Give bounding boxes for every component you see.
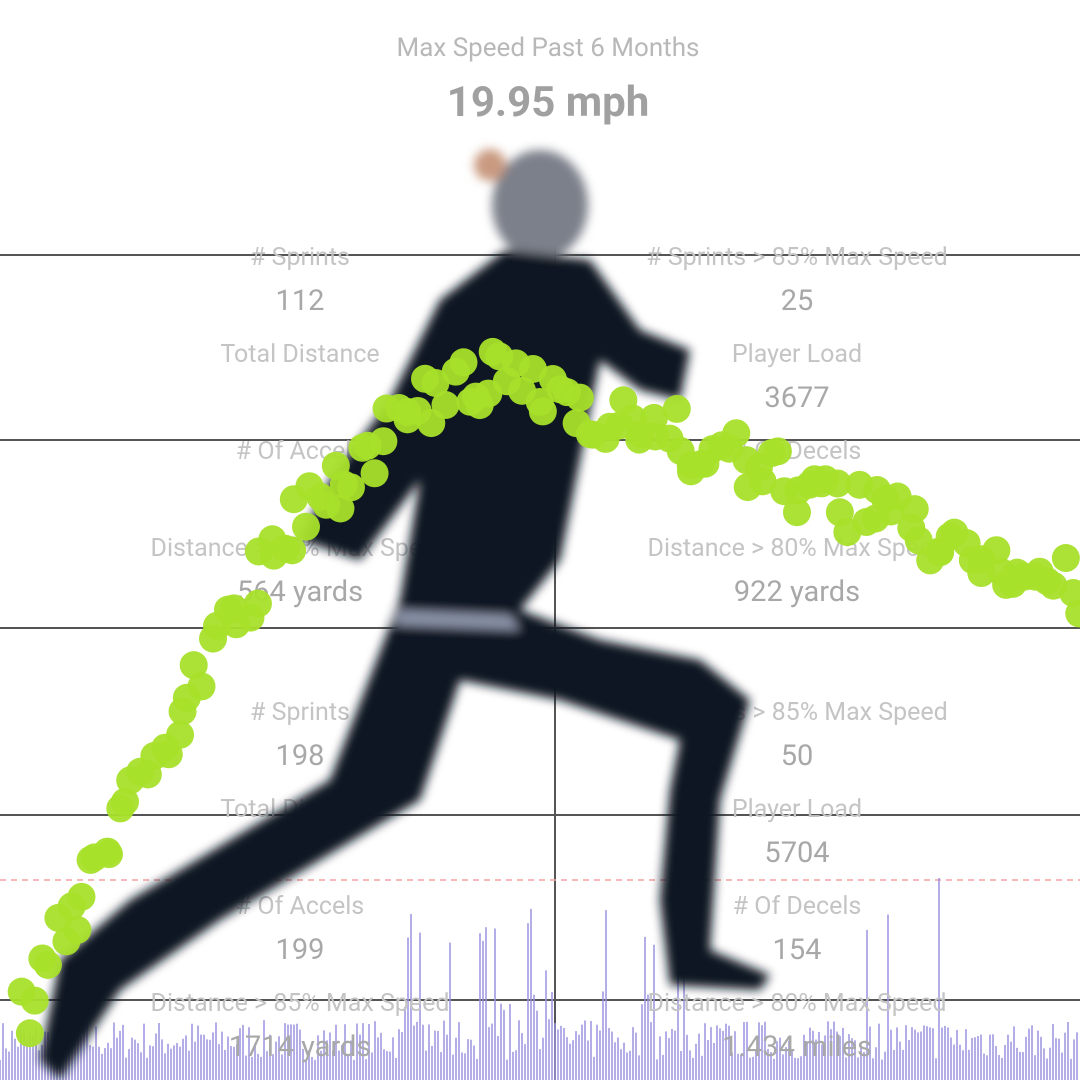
dot bbox=[63, 915, 92, 944]
speed-trace bbox=[0, 878, 1078, 1080]
stat-value: 3677 bbox=[764, 381, 829, 415]
dot bbox=[1059, 579, 1080, 608]
stat-value: 198 bbox=[276, 739, 325, 773]
dot bbox=[662, 394, 691, 423]
dot bbox=[94, 840, 123, 869]
dot bbox=[449, 348, 478, 377]
stat-value: 199 bbox=[276, 933, 325, 967]
stat-value: 154 bbox=[773, 933, 822, 967]
dot bbox=[360, 459, 389, 488]
dot bbox=[431, 391, 460, 420]
stat-value: 1.434 miles bbox=[722, 1030, 872, 1064]
max-speed: 19.95 mph bbox=[447, 78, 650, 127]
stat-label: Distance > 85% Max Speed bbox=[151, 989, 450, 1018]
dot bbox=[421, 368, 450, 397]
dot bbox=[326, 494, 355, 523]
dot bbox=[278, 536, 307, 565]
dot bbox=[528, 397, 557, 426]
stat-value: 25 bbox=[781, 284, 814, 318]
stat-label: # Sprints > 85% Max Speed bbox=[646, 243, 948, 272]
dot bbox=[111, 787, 140, 816]
stat-label: # Of Decels bbox=[733, 892, 862, 921]
dot bbox=[900, 495, 929, 524]
dot bbox=[33, 950, 62, 979]
dot bbox=[291, 512, 320, 541]
stat-value: 112 bbox=[276, 284, 325, 318]
title: Max Speed Past 6 Months bbox=[397, 33, 700, 63]
dot bbox=[823, 469, 852, 498]
stat-label: Total Distance bbox=[220, 340, 379, 369]
dot bbox=[243, 589, 272, 618]
stat-value: 5704 bbox=[764, 836, 829, 870]
stat-value: 922 yards bbox=[734, 575, 860, 609]
dot bbox=[20, 986, 49, 1015]
runner bbox=[40, 149, 770, 1080]
dot bbox=[763, 437, 792, 466]
dot bbox=[179, 651, 208, 680]
dot bbox=[1065, 599, 1080, 628]
dot bbox=[369, 427, 398, 456]
dot bbox=[166, 720, 195, 749]
stat-value: 1714 yards bbox=[229, 1030, 372, 1064]
stat-value: 50 bbox=[781, 739, 814, 773]
stat-label: # Sprints bbox=[250, 243, 350, 272]
stat-label: # Sprints bbox=[250, 698, 350, 727]
dot bbox=[187, 672, 216, 701]
dot bbox=[748, 467, 777, 496]
stat-label: Distance > 80% Max Speed bbox=[648, 989, 947, 1018]
dot bbox=[1051, 544, 1080, 573]
dots bbox=[7, 337, 1080, 1048]
dot bbox=[782, 498, 811, 527]
stat-label: Player Load bbox=[732, 340, 862, 369]
dot bbox=[67, 882, 96, 911]
dot bbox=[982, 536, 1011, 565]
dot bbox=[15, 1019, 44, 1048]
stat-label: Distance > 80% Max Speed bbox=[648, 534, 947, 563]
dot bbox=[722, 419, 751, 448]
dot bbox=[565, 383, 594, 412]
dot bbox=[336, 473, 365, 502]
stat-label: Player Load bbox=[732, 795, 862, 824]
